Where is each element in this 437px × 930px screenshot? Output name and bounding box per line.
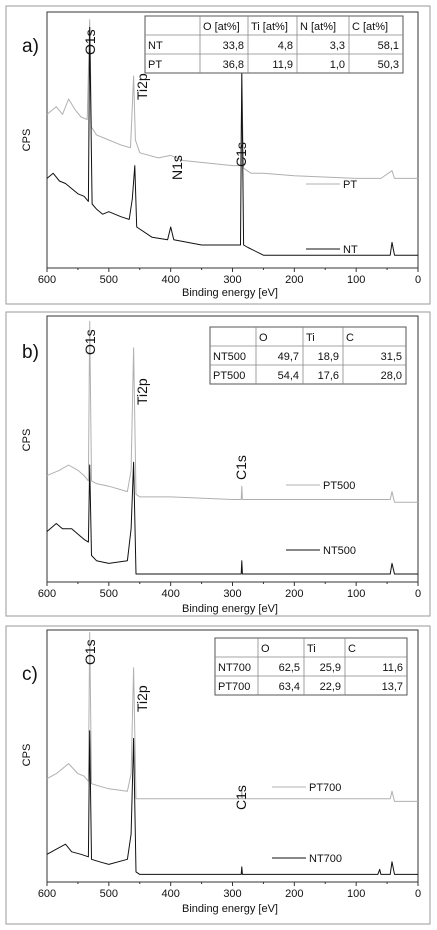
table-header-cell: C [348, 643, 356, 655]
x-axis-label: Binding energy [eV] [182, 603, 278, 615]
table-value-cell: 4,8 [278, 40, 293, 52]
table-row-label: PT [148, 59, 162, 71]
table-header-cell: C [at%] [352, 21, 388, 33]
peak-label-o1s: O1s [82, 639, 98, 665]
table-row-label: PT500 [213, 370, 245, 382]
x-tick-label: 400 [161, 888, 179, 900]
table-row-label: NT700 [218, 662, 251, 674]
table-value-cell: 33,8 [223, 40, 244, 52]
x-tick-label: 600 [38, 888, 56, 900]
x-tick-label: 100 [347, 888, 365, 900]
x-tick-label: 500 [100, 588, 118, 600]
table-value-cell: 62,5 [279, 662, 300, 674]
x-tick-label: 200 [285, 888, 303, 900]
composition-table: O Ti C NT700 62,5 25,9 11,6 PT700 63,4 22,9 13,7 [214, 637, 408, 696]
table-value-cell: 63,4 [279, 681, 300, 693]
table-header-cell: Ti [306, 332, 315, 344]
table-value-cell: 22,9 [320, 681, 341, 693]
series-line-pt500 [46, 320, 418, 503]
x-tick-label: 600 [38, 588, 56, 600]
table-header-cell: Ti [307, 643, 316, 655]
panel-label: b) [22, 342, 39, 363]
table-row-label: PT700 [218, 681, 250, 693]
table-value-cell: 13,7 [382, 681, 403, 693]
table-value-cell: 17,6 [318, 370, 339, 382]
x-tick-label: 600 [38, 274, 56, 286]
peak-label-c1s: C1s [233, 455, 249, 480]
x-axis-label: Binding energy [eV] [182, 287, 278, 299]
x-tick-label: 100 [347, 274, 365, 286]
x-tick-label: 0 [415, 588, 421, 600]
legend-label-nt500: NT500 [323, 545, 356, 557]
table-value-cell: 58,1 [378, 40, 399, 52]
table-row-label: NT500 [213, 351, 246, 363]
table-value-cell: 28,0 [381, 370, 402, 382]
x-tick-label: 400 [161, 588, 179, 600]
x-tick-label: 300 [223, 274, 241, 286]
y-axis-label: CPS [21, 129, 33, 152]
panel-label: a) [22, 36, 39, 57]
table-value-cell: 11,6 [382, 662, 403, 674]
peak-label-o1s: O1s [82, 329, 98, 355]
table-frame [209, 326, 407, 385]
peak-label-c1s: C1s [233, 785, 249, 810]
table-row-label: NT [148, 40, 163, 52]
table-value-cell: 18,9 [318, 351, 339, 363]
y-axis-label: CPS [21, 429, 33, 452]
panel-label: c) [22, 664, 38, 685]
series-line-nt [46, 26, 418, 256]
table-value-cell: 1,0 [330, 59, 345, 71]
x-tick-label: 400 [161, 274, 179, 286]
table-header-cell: N [at%] [300, 21, 336, 33]
series-line-pt [46, 19, 418, 179]
legend-label-nt700: NT700 [309, 853, 342, 865]
x-axis-label: Binding energy [eV] [182, 903, 278, 915]
legend-label-pt700: PT700 [309, 782, 341, 794]
table-header-cell: O [261, 643, 270, 655]
peak-label-ti2p: Ti2p [134, 685, 150, 712]
peak-label-c1s: C1s [233, 142, 249, 167]
table-value-cell: 25,9 [320, 662, 341, 674]
table-value-cell: 11,9 [272, 59, 293, 71]
composition-table: O Ti C NT500 49,7 18,9 31,5 PT500 54,4 17,6 28,0 [209, 326, 407, 385]
x-tick-label: 200 [285, 588, 303, 600]
x-tick-label: 100 [347, 588, 365, 600]
table-value-cell: 31,5 [381, 351, 402, 363]
table-frame [214, 637, 408, 696]
x-tick-label: 300 [223, 588, 241, 600]
x-tick-label: 0 [415, 888, 421, 900]
table-value-cell: 50,3 [378, 59, 399, 71]
x-tick-label: 300 [223, 888, 241, 900]
x-tick-label: 200 [285, 274, 303, 286]
peak-label-n1s: N1s [169, 155, 185, 180]
table-header-cell: C [346, 332, 354, 344]
table-header-cell: O [at%] [203, 21, 240, 33]
composition-table: O [at%] Ti [at%] N [at%] C [at%] NT 33,8 4,8 3,… [144, 15, 404, 74]
series-line-nt700 [46, 730, 418, 875]
x-tick-label: 500 [100, 274, 118, 286]
legend-label-nt: NT [343, 244, 358, 256]
series-line-pt700 [46, 632, 418, 802]
x-tick-label: 0 [415, 274, 421, 286]
peak-label-o1s: O1s [82, 29, 98, 55]
table-value-cell: 49,7 [278, 351, 299, 363]
legend-label-pt: PT [343, 179, 357, 191]
peak-label-ti2p: Ti2p [134, 378, 150, 405]
table-header-cell: Ti [at%] [251, 21, 288, 33]
table-value-cell: 54,4 [278, 370, 299, 382]
table-header-cell: O [259, 332, 268, 344]
table-value-cell: 3,3 [330, 40, 345, 52]
table-value-cell: 36,8 [223, 59, 244, 71]
y-axis-label: CPS [21, 744, 33, 767]
panel-1: 600 500 400 300 200 100 0 Binding energy [eV] CP… [5, 5, 431, 305]
series-line-nt500 [46, 461, 418, 575]
table-frame [144, 15, 404, 74]
legend-label-pt500: PT500 [323, 480, 355, 492]
peak-label-ti2p: Ti2p [134, 73, 150, 100]
x-tick-label: 500 [100, 888, 118, 900]
